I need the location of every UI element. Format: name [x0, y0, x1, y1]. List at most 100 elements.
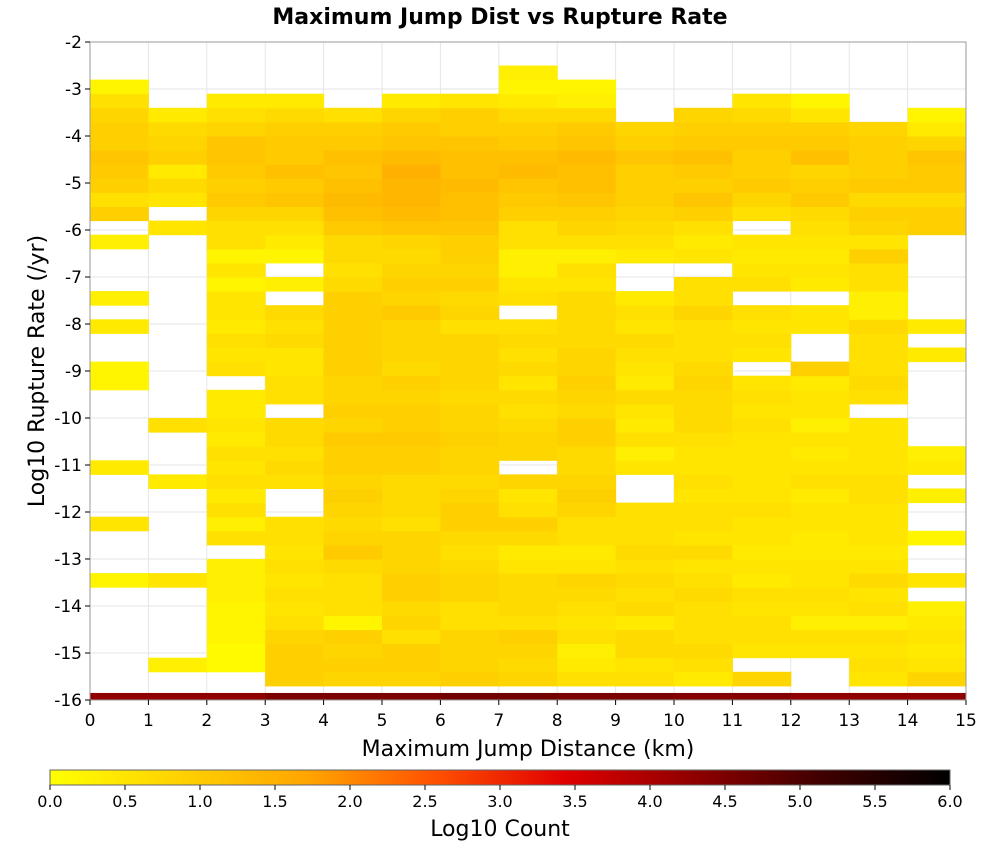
- heatmap-cell: [557, 136, 617, 151]
- heatmap-cell: [206, 403, 266, 419]
- heatmap-cell: [206, 319, 266, 334]
- x-tick-label: 4: [318, 711, 329, 731]
- heatmap-cell: [90, 319, 149, 334]
- heatmap-cell: [849, 277, 909, 292]
- heatmap-cell: [732, 262, 792, 278]
- y-tick-label: -11: [54, 456, 82, 476]
- heatmap-cell: [732, 692, 792, 701]
- heatmap-cell: [557, 559, 617, 574]
- heatmap-cell: [382, 559, 441, 574]
- heatmap-cell: [557, 192, 617, 207]
- heatmap-cell: [849, 262, 909, 278]
- heatmap-cell: [849, 643, 909, 659]
- heatmap-cell: [323, 692, 383, 701]
- heatmap-cell: [674, 347, 733, 363]
- heatmap-cell: [90, 150, 149, 165]
- heatmap-cell: [440, 234, 500, 250]
- heatmap-cell: [498, 692, 558, 701]
- heatmap-cell: [382, 474, 441, 489]
- heatmap-cell: [382, 573, 441, 588]
- x-tick-label: 9: [610, 711, 621, 731]
- heatmap-cell: [849, 530, 909, 546]
- heatmap-cell: [206, 559, 266, 574]
- heatmap-cell: [557, 248, 617, 264]
- heatmap-cell: [790, 418, 850, 433]
- colorbar-tick-label: 1.0: [187, 792, 212, 811]
- heatmap-cell: [382, 192, 441, 207]
- heatmap-cell: [674, 629, 733, 645]
- heatmap-cell: [206, 530, 266, 546]
- heatmap-cell: [90, 178, 149, 193]
- heatmap-cell: [206, 164, 266, 179]
- chart-title: Maximum Jump Dist vs Rupture Rate: [272, 5, 727, 30]
- heatmap-cell: [907, 164, 967, 179]
- heatmap-cell: [849, 220, 909, 236]
- heatmap-cell: [849, 164, 909, 179]
- heatmap-cell: [382, 150, 441, 165]
- heatmap-cell: [557, 319, 617, 334]
- heatmap-cell: [498, 262, 558, 278]
- heatmap-cell: [498, 319, 558, 334]
- heatmap-cell: [674, 502, 733, 518]
- heatmap-cell: [557, 615, 617, 630]
- heatmap-cell: [323, 319, 383, 334]
- heatmap-cell: [498, 671, 558, 687]
- colorbar-tick-label: 4.5: [712, 792, 737, 811]
- heatmap-cell: [323, 107, 383, 123]
- heatmap-cell: [498, 375, 558, 391]
- heatmap-cell: [790, 178, 850, 193]
- heatmap-cell: [498, 361, 558, 377]
- heatmap-cell: [323, 544, 383, 560]
- heatmap-cell: [790, 248, 850, 264]
- heatmap-cell: [498, 446, 558, 461]
- heatmap-cell: [498, 234, 558, 250]
- heatmap-cell: [615, 164, 675, 179]
- heatmap-cell: [323, 488, 383, 504]
- heatmap-cell: [498, 488, 558, 504]
- y-tick-label: -12: [54, 503, 82, 523]
- heatmap-cell: [732, 178, 792, 193]
- heatmap-cell: [382, 121, 441, 137]
- heatmap-cell: [440, 530, 500, 546]
- heatmap-cell: [382, 262, 441, 278]
- heatmap-cell: [382, 460, 441, 475]
- heatmap-cell: [615, 615, 675, 630]
- heatmap-cell: [498, 502, 558, 518]
- x-tick-label: 5: [377, 711, 388, 731]
- heatmap-cell: [557, 692, 617, 701]
- heatmap-cell: [674, 192, 733, 207]
- heatmap-cell: [323, 136, 383, 151]
- heatmap-cell: [557, 502, 617, 518]
- heatmap-cell: [849, 206, 909, 222]
- heatmap-cell: [849, 333, 909, 348]
- heatmap-cell: [849, 671, 909, 687]
- heatmap-cell: [323, 643, 383, 659]
- heatmap-cell: [674, 615, 733, 630]
- heatmap-cell: [90, 361, 149, 377]
- heatmap-cell: [440, 615, 500, 630]
- heatmap-cell: [323, 361, 383, 377]
- heatmap-cell: [674, 692, 733, 701]
- heatmap-cell: [206, 573, 266, 588]
- heatmap-cell: [498, 432, 558, 447]
- heatmap-cell: [849, 587, 909, 602]
- y-tick-label: -10: [54, 409, 82, 429]
- heatmap-cell: [849, 474, 909, 489]
- heatmap-cell: [849, 601, 909, 616]
- heatmap-cell: [557, 544, 617, 560]
- heatmap-cell: [265, 559, 325, 574]
- heatmap-cell: [440, 220, 500, 236]
- heatmap-cell: [615, 587, 675, 602]
- heatmap-cell: [382, 502, 441, 518]
- heatmap-cell: [206, 333, 266, 348]
- heatmap-cell: [265, 248, 325, 264]
- heatmap-cell: [206, 136, 266, 151]
- heatmap-cell: [206, 601, 266, 616]
- heatmap-cell: [265, 643, 325, 659]
- heatmap-cell: [265, 516, 325, 532]
- heatmap-cell: [382, 178, 441, 193]
- heatmap-cell: [382, 361, 441, 377]
- heatmap-cell: [206, 234, 266, 250]
- heatmap-cell: [615, 516, 675, 532]
- heatmap-cell: [732, 375, 792, 391]
